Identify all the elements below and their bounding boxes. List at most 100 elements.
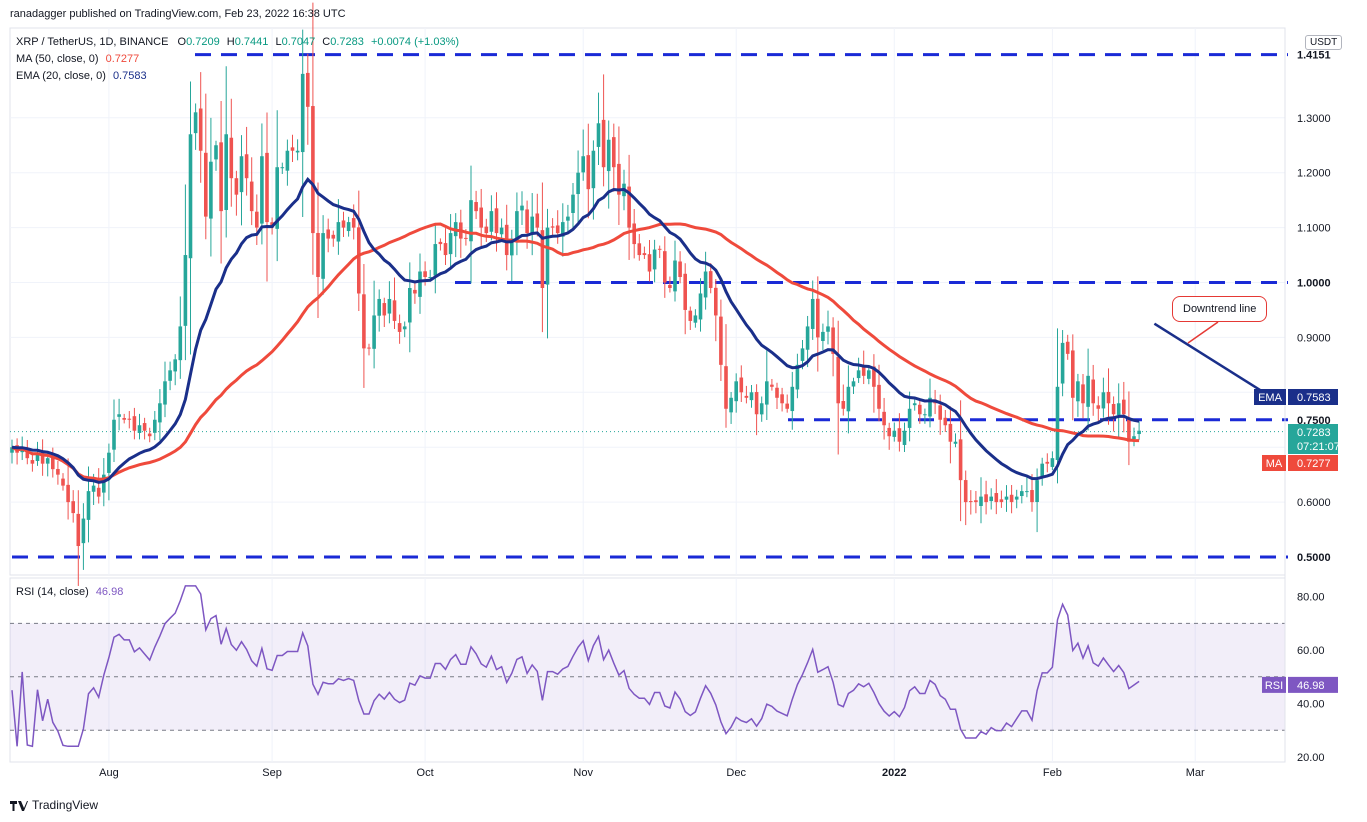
candle-body-up — [1035, 480, 1039, 503]
candle-body-down — [775, 387, 779, 398]
candle-body-up — [759, 403, 764, 415]
candle-body-up — [566, 216, 570, 221]
candle-body-up — [953, 441, 958, 444]
candle-body-up — [193, 112, 198, 134]
candle-body-down — [632, 223, 636, 245]
candle-body-up — [1076, 381, 1080, 402]
candle-body-up — [300, 73, 305, 153]
candle-body-down — [198, 108, 203, 151]
rsi-name-tag — [1262, 676, 1286, 693]
candle-body-down — [836, 356, 840, 404]
candle-body-up — [596, 123, 601, 147]
candle-body-up — [1014, 496, 1019, 500]
candle-body-down — [30, 460, 35, 464]
candle-body-down — [744, 395, 749, 398]
candle-body-up — [346, 222, 351, 232]
level-label-bg — [1288, 274, 1338, 291]
candle-body-down — [948, 423, 953, 442]
candle-body-down — [958, 439, 963, 481]
candle-body-down — [984, 494, 988, 503]
candle-body-down — [943, 417, 948, 426]
rsi-name-tag-text: RSI — [1265, 680, 1283, 692]
candle-body-up — [408, 287, 412, 323]
level-label: 1.4151 — [1297, 50, 1331, 62]
candle-body-up — [112, 419, 116, 450]
candle-body-up — [826, 326, 830, 332]
candle-body-up — [107, 452, 111, 473]
candle-body-up — [183, 255, 188, 326]
candle-body-down — [392, 300, 397, 321]
time-axis: Aug Sep Oct Nov Dec 2022 Feb Mar — [99, 767, 1205, 779]
ma-value-tag — [1288, 455, 1338, 471]
candle-body-down — [438, 241, 443, 245]
ema-legend[interactable]: EMA (20, close, 0) 0.7583 — [16, 70, 147, 82]
candle-body-up — [805, 326, 810, 350]
ema20-line — [11, 177, 1140, 484]
candle-body-down — [647, 254, 652, 272]
candle-body-down — [265, 152, 269, 223]
candle-body-up — [606, 139, 611, 172]
rsi-line — [11, 585, 1140, 748]
candle-body-up — [102, 474, 106, 493]
candle-body-up — [158, 403, 162, 423]
candle-body-down — [627, 186, 631, 228]
footer-brand: TradingView — [10, 798, 98, 812]
candle-body-up — [912, 403, 917, 406]
candle-body-up — [45, 458, 50, 464]
symbol-name[interactable]: XRP / TetherUS, 1D, BINANCE — [16, 36, 169, 48]
candle-body-down — [331, 234, 336, 239]
candle-body-down — [555, 225, 560, 234]
ma-name-tag — [1262, 455, 1286, 471]
symbol-legend: XRP / TetherUS, 1D, BINANCE O0.7209 H0.7… — [16, 36, 459, 48]
rsi-legend-label: RSI (14, close) — [16, 586, 89, 598]
time-tick-label: Aug — [99, 767, 119, 779]
candle-body-up — [515, 211, 519, 241]
candle-body-up — [433, 244, 438, 276]
ema-value-tag — [1288, 389, 1338, 405]
candle-body-up — [1060, 342, 1065, 384]
candle-body-up — [137, 425, 142, 433]
candle-body-up — [418, 271, 422, 297]
candle-body-up — [402, 326, 407, 330]
candle-body-down — [770, 384, 774, 387]
rsi-tick-label: 60.00 — [1297, 645, 1325, 657]
currency-badge[interactable]: USDT — [1305, 35, 1343, 50]
candle-body-down — [341, 220, 346, 228]
candle-body-up — [1040, 463, 1044, 477]
ma-legend[interactable]: MA (50, close, 0) 0.7277 — [16, 53, 139, 65]
candle-body-down — [831, 327, 835, 354]
candle-body-down — [739, 377, 744, 393]
candle-body-up — [765, 381, 769, 405]
rsi-tick-label: 40.00 — [1297, 699, 1325, 711]
candle-body-down — [586, 155, 591, 190]
ema-legend-value: 0.7583 — [112, 70, 147, 82]
candle-body-up — [285, 150, 290, 171]
candle-body-down — [479, 207, 483, 228]
candle-body-down — [938, 405, 942, 420]
candle-body-down — [525, 209, 529, 234]
downtrend-line — [1153, 322, 1278, 402]
candle-body-down — [382, 303, 387, 316]
candle-body-down — [642, 253, 647, 256]
candle-body-down — [683, 273, 687, 310]
candle-body-up — [810, 298, 815, 329]
candle-body-down — [204, 152, 208, 217]
candle-body-down — [474, 202, 478, 212]
open-label: O — [177, 36, 187, 48]
candle-body-up — [979, 496, 983, 507]
candle-body-up — [117, 414, 121, 417]
time-tick-label: Feb — [1043, 767, 1062, 779]
candle-body-down — [1122, 399, 1126, 415]
candle-body-down — [1106, 391, 1111, 404]
rsi-legend[interactable]: RSI (14, close) 46.98 — [16, 586, 123, 598]
candle-body-up — [168, 370, 172, 381]
price-tick-label: 1.1000 — [1297, 223, 1331, 235]
candle-body-down — [601, 119, 606, 168]
open-value: 0.7209 — [186, 36, 220, 48]
candle-body-down — [122, 418, 126, 420]
candle-body-up — [907, 408, 912, 428]
rsi-tick-label: 80.00 — [1297, 592, 1325, 604]
candle-body-down — [963, 480, 968, 503]
candle-body-up — [867, 370, 871, 379]
